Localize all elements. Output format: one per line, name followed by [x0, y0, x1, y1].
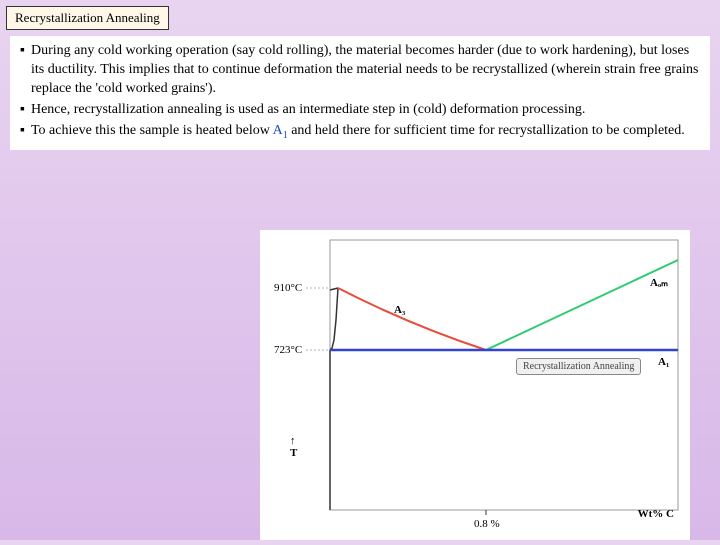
bullet-3-prefix: To achieve this the sample is heated bel…: [31, 123, 273, 138]
acm-line: [486, 260, 678, 350]
temp-723-label: 723°C: [274, 344, 302, 356]
temp-910-label: 910°C: [274, 282, 302, 294]
bullet-1-text: During any cold working operation (say c…: [31, 42, 700, 99]
left-curve: [330, 288, 338, 350]
a3-label: A₃: [394, 304, 405, 316]
bullet-marker: ▪: [20, 101, 25, 120]
bullet-2: ▪ Hence, recrystallization annealing is …: [20, 101, 700, 120]
a3-line: [338, 288, 486, 350]
bullet-2-text: Hence, recrystallization annealing is us…: [31, 101, 585, 120]
bullet-marker: ▪: [20, 42, 25, 99]
phase-diagram: 910°C 723°C A₃ Aₒₘ A₁ Recrystallization …: [260, 230, 690, 540]
title-box: Recrystallization Annealing: [6, 6, 169, 30]
t-arrow: ↑: [290, 435, 297, 447]
bullet-3-text: To achieve this the sample is heated bel…: [31, 122, 685, 142]
x-axis-label: Wt% C: [638, 508, 674, 520]
recryst-anneal-box: Recrystallization Annealing: [516, 358, 641, 375]
title-text: Recrystallization Annealing: [15, 10, 160, 25]
diagram-frame: [330, 240, 678, 510]
diagram-svg: [260, 230, 690, 540]
x-tick-label: 0.8 %: [474, 518, 500, 530]
bullet-marker: ▪: [20, 122, 25, 142]
t-axis-label: ↑ T: [290, 435, 297, 459]
axis-connector-1: [330, 288, 338, 290]
content-box: ▪ During any cold working operation (say…: [10, 36, 710, 150]
bullet-3: ▪ To achieve this the sample is heated b…: [20, 122, 700, 142]
acm-label: Aₒₘ: [650, 276, 668, 289]
bullet-3-suffix: and held there for sufficient time for r…: [288, 123, 685, 138]
bullet-1: ▪ During any cold working operation (say…: [20, 42, 700, 99]
t-letter: T: [290, 447, 297, 459]
a1-label: A₁: [658, 356, 669, 368]
a1-symbol: A: [273, 123, 283, 138]
